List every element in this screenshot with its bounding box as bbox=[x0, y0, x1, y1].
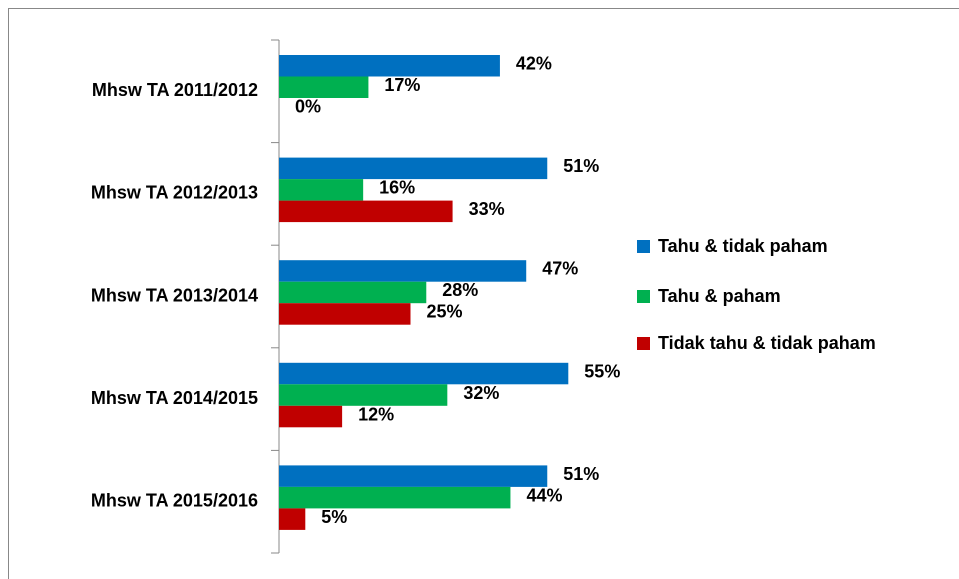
bar bbox=[279, 76, 369, 98]
category-label: Mhsw TA 2012/2013 bbox=[91, 183, 258, 203]
bar bbox=[279, 486, 511, 509]
value-label: 17% bbox=[384, 75, 420, 95]
chart-frame bbox=[8, 8, 959, 579]
bar bbox=[279, 362, 569, 385]
value-label: 51% bbox=[563, 464, 599, 484]
legend-label: Tidak tahu & tidak paham bbox=[658, 333, 876, 353]
category-label: Mhsw TA 2015/2016 bbox=[91, 490, 258, 510]
value-label: 55% bbox=[584, 361, 620, 381]
bar bbox=[279, 281, 427, 304]
value-label: 5% bbox=[321, 507, 347, 527]
value-label: 42% bbox=[516, 54, 552, 74]
bar bbox=[279, 303, 411, 325]
value-label: 12% bbox=[358, 404, 394, 424]
value-label: 33% bbox=[469, 199, 505, 219]
value-label: 0% bbox=[295, 97, 321, 117]
bar bbox=[279, 157, 548, 180]
value-label: 32% bbox=[463, 383, 499, 403]
category-label: Mhsw TA 2011/2012 bbox=[92, 80, 258, 100]
bar bbox=[279, 465, 548, 487]
bar bbox=[279, 260, 527, 282]
bar bbox=[279, 55, 500, 77]
bar bbox=[279, 179, 364, 201]
value-label: 44% bbox=[526, 485, 562, 505]
value-label: 25% bbox=[427, 302, 463, 322]
category-label: Mhsw TA 2014/2015 bbox=[91, 388, 258, 408]
legend-swatch bbox=[637, 240, 650, 253]
bar bbox=[279, 508, 306, 530]
value-label: 28% bbox=[442, 280, 478, 300]
legend-swatch bbox=[637, 290, 650, 303]
legend-label: Tahu & tidak paham bbox=[658, 236, 828, 256]
bar bbox=[279, 405, 343, 428]
category-label: Mhsw TA 2013/2014 bbox=[91, 285, 258, 305]
bar bbox=[279, 384, 448, 406]
legend-swatch bbox=[637, 337, 650, 350]
value-label: 16% bbox=[379, 178, 415, 198]
value-label: 47% bbox=[542, 259, 578, 279]
value-label: 51% bbox=[563, 156, 599, 176]
bar bbox=[279, 200, 453, 223]
legend-label: Tahu & paham bbox=[658, 286, 781, 306]
